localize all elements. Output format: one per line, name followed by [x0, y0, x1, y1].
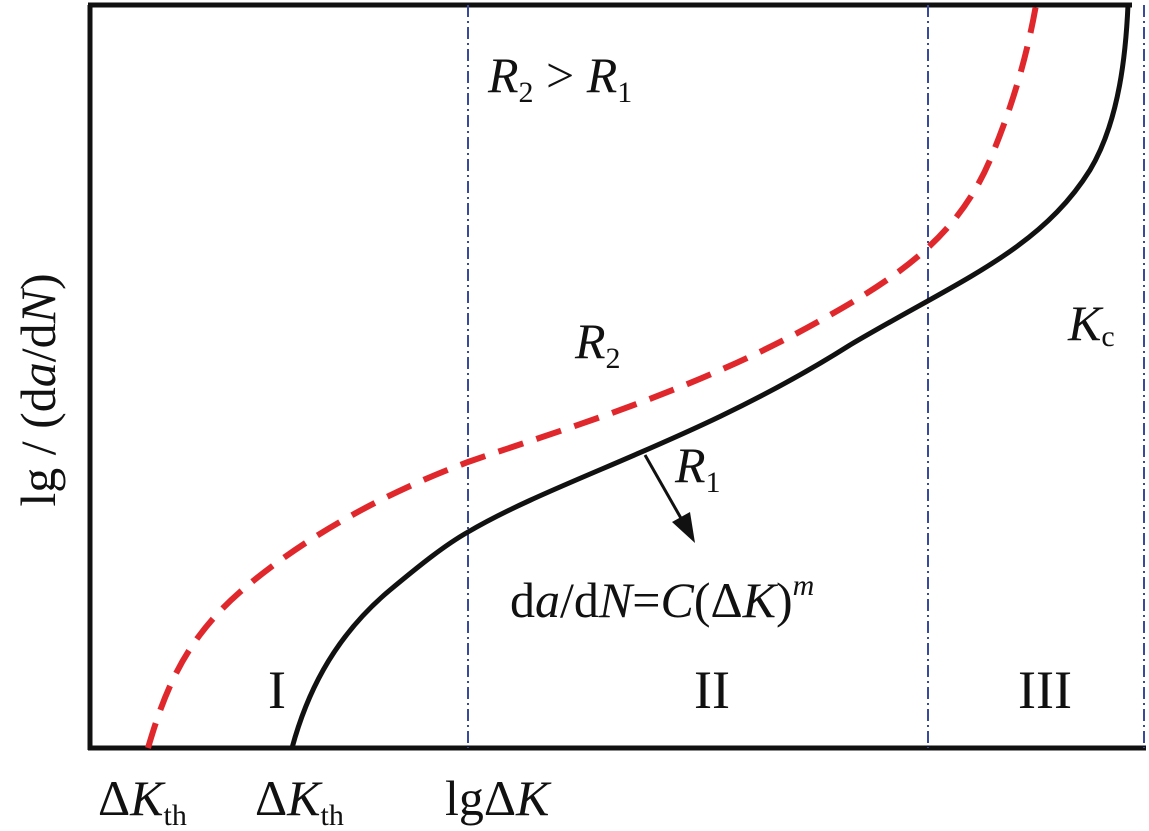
text-part: 2: [606, 342, 621, 375]
curve-r2: [145, 4, 1039, 749]
region-label: I: [268, 660, 286, 720]
paris-law: da/dN=C(ΔK)m: [510, 569, 814, 628]
label-r2: R2: [574, 313, 621, 375]
text-part: 1: [617, 76, 632, 109]
frame: [87, 2, 1146, 751]
text-part: K: [742, 572, 779, 628]
text-part: (Δ: [694, 572, 743, 628]
text-part: 1: [706, 466, 721, 499]
text-part: K: [515, 770, 552, 826]
text-part: c: [1101, 320, 1114, 353]
text-part: Δ: [255, 770, 287, 826]
x-label: ΔKth: [98, 770, 187, 831]
text-part: N: [10, 287, 66, 324]
x-label: lgΔK: [445, 770, 552, 826]
text-part: =: [632, 572, 660, 628]
text-part: R: [674, 437, 706, 493]
text-part: th: [321, 799, 344, 831]
text-part: R: [586, 47, 618, 103]
text-part: m: [793, 569, 815, 602]
text-part: K: [286, 770, 323, 826]
text-part: lg / (d: [10, 387, 66, 506]
text-part: R: [487, 47, 519, 103]
text-part: lgΔ: [445, 770, 516, 826]
text-part: a: [535, 572, 560, 628]
region-label: II: [694, 660, 730, 720]
text-part: R: [574, 313, 606, 369]
curve-r1: [289, 4, 1131, 749]
text-part: /d: [560, 572, 599, 628]
text-part: d: [510, 572, 535, 628]
label-kc: Kc: [1067, 295, 1115, 353]
text-part: K: [1067, 295, 1104, 351]
text-part: th: [164, 799, 187, 831]
arrow: [643, 454, 695, 543]
text-part: N: [598, 572, 635, 628]
text-part: /d: [10, 323, 66, 362]
comparison: R2 > R1: [487, 47, 632, 109]
text-part: ): [776, 572, 793, 628]
x-label: ΔKth: [255, 770, 344, 831]
region-label: III: [1018, 660, 1072, 720]
text-part: K: [129, 770, 166, 826]
text-part: Δ: [98, 770, 130, 826]
text-part: C: [660, 572, 694, 628]
y-axis-label: lg / (da/dN): [10, 273, 66, 506]
text-part: a: [10, 362, 66, 387]
label-r1: R1: [674, 437, 721, 499]
text-part: >: [534, 47, 587, 103]
text-part: 2: [519, 76, 534, 109]
text-part: ): [10, 273, 66, 290]
